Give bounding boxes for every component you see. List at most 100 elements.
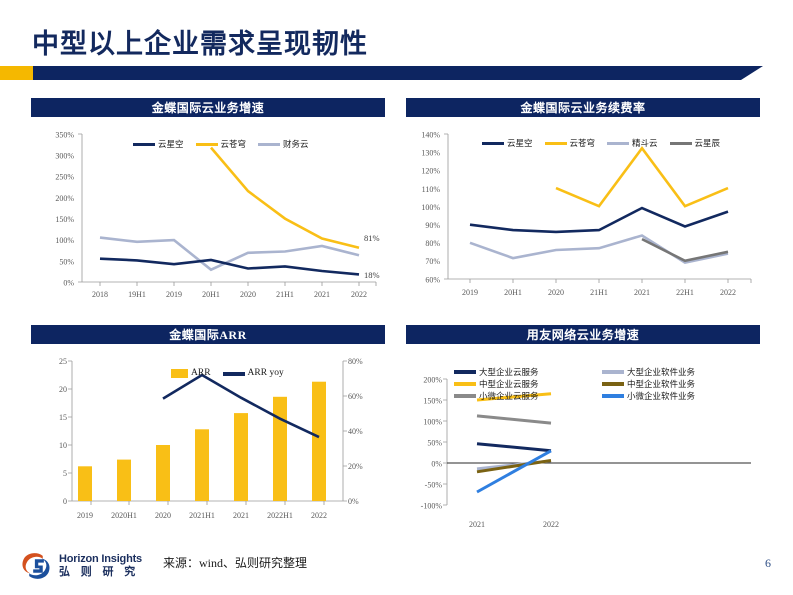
legend-item-yunxingkong: 云星空: [133, 140, 184, 149]
data-label-yunxingkong: 18%: [364, 270, 380, 280]
legend-label-zhongxing-yun: 中型企业云服务: [479, 378, 539, 389]
y-tick-label: 100%: [421, 203, 440, 212]
legend-swatch-yuncangqiong: [195, 142, 218, 146]
title-divider-accent: [0, 66, 33, 80]
x-tick-label: 2020: [155, 511, 171, 520]
x-tick-label: 2020: [240, 290, 256, 299]
legend-item-jingdouyun: 精斗云: [607, 139, 658, 148]
bar: [117, 459, 131, 501]
legend-swatch-arr: [171, 369, 188, 379]
y2-tick-label: 80%: [348, 357, 363, 366]
legend-item-arr-yoy: ARR yoy: [222, 368, 284, 379]
legend-item-zhongxing-ruanjian: 中型企业软件业务: [602, 378, 750, 390]
x-axis-yonyou-cloud-growth: 2021 2022: [469, 520, 559, 529]
legend-swatch-yunxingchen: [669, 141, 692, 145]
chart-plot-yonyou-cloud-growth: 200% 150% 100% 50% 0% -50% -100% 2021 20…: [406, 344, 760, 540]
y-tick-label: 50%: [427, 439, 442, 448]
y-tick-label: 15: [59, 413, 67, 422]
y-tick-label: 60%: [425, 275, 440, 284]
chart-panel-kingdee-arr: 金蝶国际ARR 25 20 15 10 5 0 80% 60% 40% 20% …: [31, 325, 385, 540]
x-tick-label: 19H1: [128, 290, 146, 299]
y-axis-kingdee-renewal-rate: 140% 130% 120% 110% 100% 90% 80% 70% 60%: [421, 131, 449, 284]
y-tick-label: -100%: [421, 502, 443, 511]
title-divider-bar: [33, 66, 763, 80]
legend-item-daxing-yun: 大型企业云服务: [454, 366, 602, 378]
x-tick-label: 20H1: [202, 290, 220, 299]
chart-plot-kingdee-renewal-rate: 140% 130% 120% 110% 100% 90% 80% 70% 60%…: [406, 117, 760, 303]
x-tick-label: 2022: [720, 288, 736, 297]
legend-swatch-zhongxing-yun: [454, 382, 476, 386]
series-line-yunxingkong-2: [469, 206, 729, 234]
chart-plot-kingdee-arr: 25 20 15 10 5 0 80% 60% 40% 20% 0%: [31, 344, 385, 540]
y-tick-label: 0: [63, 497, 67, 506]
series-line-yuncangqiong-2: [555, 146, 729, 208]
y-tick-label: 140%: [421, 131, 440, 140]
y-tick-label: 10: [59, 441, 67, 450]
series-line-yunxingkong: [99, 257, 360, 276]
x-axis-kingdee-cloud-growth: 2018 19H1 2019 20H1 2020 21H1 2021 2022: [82, 281, 377, 299]
legend-label-jingdouyun: 精斗云: [632, 138, 658, 148]
series-line-zhongxing-yun: [476, 392, 552, 402]
chart-legend-kingdee-arr: ARR ARR yoy: [171, 368, 296, 379]
bar: [156, 445, 170, 501]
legend-item-arr: ARR: [171, 368, 211, 379]
bar: [78, 466, 92, 501]
y-tick-label: 20: [59, 385, 67, 394]
y-tick-label: 250%: [55, 173, 74, 182]
source-note: 来源：wind、弘则研究整理: [163, 556, 308, 570]
x-tick-label: 2022: [351, 290, 367, 299]
y-tick-label: 25: [59, 357, 67, 366]
x-tick-label: 2020: [548, 288, 564, 297]
x-tick-label: 20H1: [504, 288, 522, 297]
y-tick-label: 100%: [55, 236, 74, 245]
legend-label-caiwuyun: 财务云: [283, 139, 309, 149]
x-tick-label: 2020H1: [111, 511, 137, 520]
y-axis-yonyou-cloud-growth: 200% 150% 100% 50% 0% -50% -100%: [421, 376, 448, 511]
series-line-caiwuyun: [99, 236, 360, 272]
legend-label-yuncangqiong: 云苍穹: [220, 139, 247, 149]
x-tick-label: 2021: [634, 288, 650, 297]
y-tick-label: 130%: [421, 149, 440, 158]
y-tick-label: 0%: [431, 460, 442, 469]
legend-item-xiaowei-yun: 小微企业云服务: [454, 390, 602, 402]
x-tick-label: 21H1: [590, 288, 608, 297]
x-tick-label: 2019: [462, 288, 478, 297]
x-tick-label: 22H1: [676, 288, 694, 297]
legend-item-yuncangqiong: 云苍穹: [195, 139, 247, 149]
legend-swatch-yunxingkong-2: [482, 141, 504, 145]
legend-swatch-zhongxing-ruanjian: [602, 382, 624, 386]
y-axis-kingdee-cloud-growth: 350% 300% 250% 200% 150% 100% 50% 0%: [55, 131, 83, 287]
bar: [273, 396, 287, 501]
y-tick-label: 80%: [425, 239, 440, 248]
x-tick-label: 2022: [543, 520, 559, 529]
chart-title-yonyou-cloud-growth: 用友网络云业务增速: [406, 325, 760, 344]
legend-label-daxing-yun: 大型企业云服务: [479, 366, 539, 377]
legend-label-arr-yoy: ARR yoy: [247, 368, 284, 378]
legend-label-yunxingkong-2: 云星空: [507, 138, 533, 148]
title-divider: [0, 66, 793, 88]
chart-panel-kingdee-cloud-growth: 金蝶国际云业务增速 350% 300% 250% 200% 150% 100% …: [31, 98, 385, 303]
series-line-xiaowei-yun: [476, 414, 552, 425]
y-tick-label: 5: [63, 469, 67, 478]
legend-label-xiaowei-yun: 小微企业云服务: [479, 390, 539, 401]
legend-item-zhongxing-yun: 中型企业云服务: [454, 378, 602, 390]
logo-name-cn: 弘 则 研 究: [59, 566, 140, 578]
x-tick-label: 2021: [469, 520, 485, 529]
legend-swatch-caiwuyun: [258, 142, 281, 146]
legend-item-yunxingchen: 云星辰: [669, 139, 720, 148]
legend-item-yunxingkong-2: 云星空: [482, 139, 533, 148]
y2-tick-label: 60%: [348, 392, 363, 401]
x-tick-label: 2019: [166, 290, 182, 299]
series-line-yuncangqiong: [210, 146, 360, 250]
legend-item-yuncangqiong-2: 云苍穹: [544, 139, 595, 148]
series-line-arr-yoy: [162, 373, 320, 439]
x-tick-label: 2021: [314, 290, 330, 299]
y-tick-label: 350%: [55, 131, 74, 140]
chart-title-kingdee-arr: 金蝶国际ARR: [31, 325, 385, 344]
x-axis-kingdee-arr: 2019 2020H1 2020 2021H1 2021 2022H1 2022: [72, 500, 343, 520]
brand-logo: Horizon Insights 弘 则 研 究: [18, 546, 166, 586]
page-number: 6: [765, 556, 771, 570]
legend-item-daxing-ruanjian: 大型企业软件业务: [602, 366, 750, 378]
x-tick-label: 21H1: [276, 290, 294, 299]
chart-plot-kingdee-cloud-growth: 350% 300% 250% 200% 150% 100% 50% 0% 201…: [31, 117, 385, 303]
